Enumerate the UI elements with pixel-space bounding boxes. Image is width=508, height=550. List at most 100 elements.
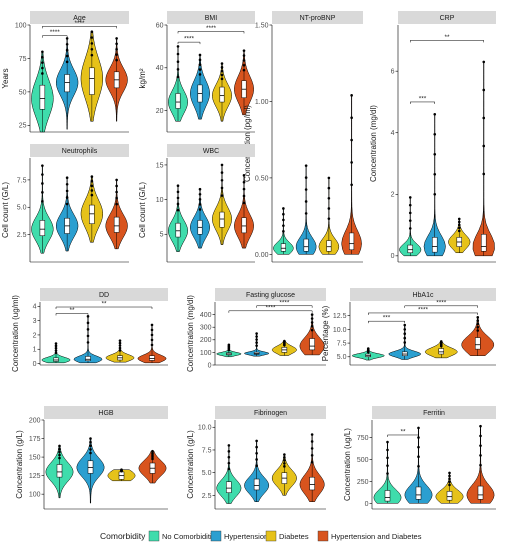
y-tick-label: 2.5 — [202, 493, 212, 500]
significance-label: *** — [383, 315, 391, 322]
panel-title: HbA1c — [412, 292, 434, 299]
outlier-point — [327, 196, 331, 200]
panel-ferritin: Ferritin 0 250 500 750 Concentration (ug/L) ** — [343, 406, 496, 510]
y-tick-label: 7.5 — [337, 340, 347, 347]
outlier-point — [115, 202, 118, 206]
outlier-point — [350, 161, 353, 164]
outlier-point — [448, 483, 451, 487]
box — [477, 485, 484, 500]
outlier-point — [86, 315, 90, 318]
outlier-point — [476, 329, 480, 332]
outlier-point — [118, 339, 122, 342]
outlier-point — [176, 60, 180, 64]
panel-neutrophils: Neutrophils 2.5 5.0 7.5 Cell count (G/L) — [1, 144, 129, 263]
outlier-point — [115, 37, 118, 40]
legend-swatch — [148, 530, 160, 542]
y-tick-label: 1.50 — [255, 22, 269, 29]
y-tick-label: 0 — [208, 362, 212, 369]
y-tick-label: 2 — [33, 332, 37, 339]
outlier-point — [255, 451, 258, 455]
y-tick-label: 400 — [200, 312, 212, 319]
outlier-point — [115, 47, 118, 51]
outlier-point — [41, 55, 44, 59]
outlier-point — [86, 328, 90, 331]
outlier-point — [482, 60, 486, 64]
panel-title: Fibrinogen — [254, 410, 287, 417]
outlier-point — [242, 59, 246, 62]
legend-label: No Comorbidities — [162, 532, 220, 541]
y-tick-label: 4 — [391, 130, 395, 137]
significance-bracket — [368, 320, 405, 324]
outlier-point — [198, 58, 202, 62]
outlier-point — [457, 229, 461, 233]
outlier-point — [403, 328, 407, 331]
outlier-point — [115, 58, 118, 62]
outlier-point — [408, 196, 412, 199]
box — [113, 216, 120, 233]
y-tick-label: 1 — [33, 347, 37, 354]
outlier-point — [89, 437, 92, 440]
outlier-point — [283, 459, 286, 462]
outlier-point — [90, 53, 94, 57]
y-axis-label: Cell count (G/L) — [1, 182, 10, 238]
outlier-point — [220, 163, 224, 167]
outlier-point — [417, 455, 420, 459]
outlier-point — [65, 37, 69, 40]
outlier-point — [198, 53, 202, 57]
y-tick-label: 40 — [156, 65, 164, 72]
outlier-point — [327, 217, 331, 220]
panel-strip — [30, 11, 129, 24]
outlier-point — [479, 463, 482, 467]
outlier-point — [54, 346, 58, 350]
outlier-point — [65, 54, 69, 58]
outlier-point — [90, 42, 94, 45]
box — [219, 86, 225, 103]
outlier-point — [482, 144, 486, 148]
outlier-point — [448, 471, 451, 475]
significance-bracket — [42, 26, 117, 29]
outlier-point — [310, 447, 314, 450]
y-tick-label: 100 — [200, 350, 212, 357]
outlier-point — [151, 449, 154, 453]
outlier-point — [255, 445, 258, 449]
outlier-point — [220, 171, 224, 174]
significance-bracket — [368, 312, 478, 315]
outlier-point — [41, 191, 44, 194]
y-tick-label: 0.00 — [255, 252, 269, 259]
legend-label: Diabetes — [279, 532, 309, 541]
outlier-point — [476, 325, 480, 329]
outlier-point — [304, 164, 308, 167]
panel-wbc: WBC 5 10 15 Cell count (G/L) — [138, 144, 255, 263]
panel-strip — [215, 406, 326, 419]
outlier-point — [227, 444, 231, 447]
legend-item: Hypertension — [210, 530, 268, 542]
box — [309, 338, 315, 351]
outlier-point — [89, 440, 92, 444]
panel-title: WBC — [203, 148, 219, 155]
outlier-point — [242, 194, 246, 198]
y-tick-label: 10.0 — [333, 327, 347, 334]
outlier-point — [482, 172, 486, 176]
outlier-point — [282, 207, 285, 210]
outlier-point — [283, 456, 286, 459]
outlier-point — [408, 219, 412, 222]
box — [438, 348, 444, 355]
outlier-point — [304, 200, 308, 203]
y-tick-label: 5.0 — [202, 470, 212, 477]
y-tick-label: 10.0 — [198, 425, 212, 432]
outlier-point — [227, 343, 231, 347]
y-tick-label: 150 — [29, 454, 41, 461]
outlier-point — [90, 47, 94, 51]
outlier-point — [176, 52, 180, 56]
outlier-point — [58, 444, 61, 448]
significance-label: **** — [74, 20, 85, 27]
y-tick-label: 2.5 — [17, 232, 27, 239]
box — [349, 232, 355, 251]
outlier-point — [242, 63, 246, 67]
outlier-point — [115, 196, 118, 200]
significance-label: ** — [101, 301, 107, 308]
outlier-point — [282, 212, 285, 216]
y-axis-label: Years — [1, 68, 10, 88]
